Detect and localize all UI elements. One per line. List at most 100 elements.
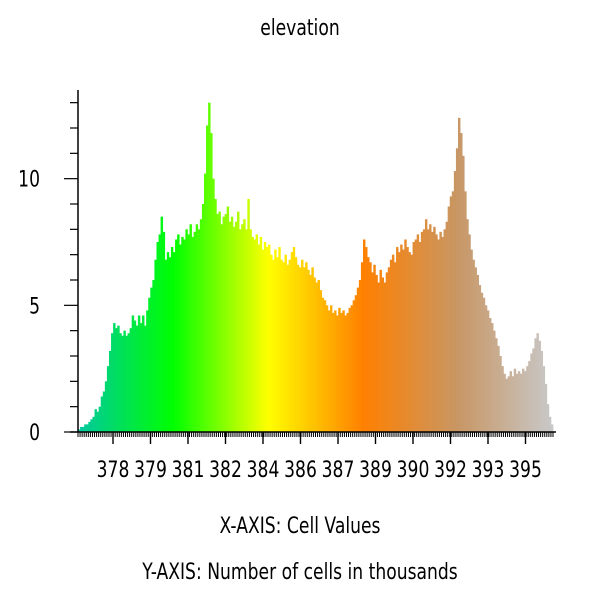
histogram-bar <box>113 323 116 432</box>
histogram-bar <box>222 216 225 432</box>
histogram-bar <box>127 333 130 432</box>
histogram-bar <box>427 229 430 432</box>
x-tick-label: 381 <box>172 457 205 483</box>
histogram-bar <box>137 315 141 432</box>
histogram-bar <box>468 234 471 432</box>
histogram-bar <box>218 211 221 432</box>
histogram-bar <box>181 236 184 432</box>
histogram-bar <box>486 310 490 432</box>
histogram-bar <box>379 269 382 432</box>
histogram-bar <box>203 173 207 432</box>
histogram-bar <box>540 350 544 432</box>
histogram-bar <box>160 216 164 432</box>
histogram-bar <box>90 419 93 432</box>
histogram-bar <box>371 272 374 432</box>
histogram-bar <box>214 198 217 432</box>
histogram-bar <box>255 234 259 432</box>
histogram-bar <box>253 239 256 432</box>
histogram-bar <box>373 264 376 432</box>
histogram-bar <box>313 277 316 432</box>
histogram-bar <box>102 391 106 432</box>
histogram-bar <box>389 259 393 432</box>
histogram-bar <box>288 259 292 432</box>
histogram-bar <box>474 267 477 432</box>
histogram-bar <box>528 361 531 432</box>
histogram-bar <box>197 229 201 432</box>
histogram-bar <box>234 221 238 432</box>
histogram-bar <box>111 333 114 432</box>
histogram-bar <box>466 219 469 432</box>
histogram-bar <box>228 221 232 432</box>
histogram-bar <box>162 231 166 432</box>
histogram-bar <box>495 338 498 432</box>
x-tick-label: 392 <box>434 457 467 483</box>
histogram-bar <box>84 424 87 432</box>
histogram-bar <box>301 259 304 432</box>
histogram-bar <box>418 242 422 432</box>
histogram-bar <box>499 356 502 432</box>
histogram-bar <box>284 254 287 432</box>
histogram-bar <box>164 259 168 432</box>
histogram-bar <box>247 198 250 432</box>
histogram-bar <box>276 257 279 432</box>
histogram-bar <box>92 416 95 432</box>
y-tick-label: 0 <box>29 420 40 446</box>
histogram-bar <box>201 204 205 432</box>
histogram-bar <box>168 257 172 432</box>
histogram-bar <box>424 219 428 432</box>
histogram-bar <box>408 252 411 432</box>
histogram-bar <box>154 259 157 432</box>
histogram-bar <box>464 191 467 432</box>
histogram-bar <box>195 224 199 432</box>
histogram-bar <box>208 102 211 433</box>
histogram-bar <box>150 287 153 432</box>
histogram-bar <box>530 353 533 432</box>
histogram-bar <box>309 274 312 432</box>
y-axis-label: Y-AXIS: Number of cells in thousands <box>142 560 458 585</box>
y-tick-label: 10 <box>18 167 40 193</box>
histogram-bar <box>294 257 298 432</box>
histogram-bar <box>298 267 302 432</box>
histogram-bar <box>526 366 529 432</box>
histogram-bar <box>369 262 372 432</box>
histogram-bar <box>519 373 523 432</box>
histogram-bar <box>367 257 370 432</box>
histogram-bar <box>451 191 455 432</box>
histogram-bar <box>323 300 327 432</box>
histogram-bar <box>515 373 519 432</box>
histogram-bar <box>179 244 182 432</box>
histogram-bar <box>282 262 285 432</box>
y-tick-label: 5 <box>29 293 40 319</box>
histogram-bar <box>453 171 457 432</box>
histogram-bar <box>509 371 513 432</box>
histogram-bar <box>125 335 128 432</box>
histogram-bar <box>268 244 271 432</box>
histogram-bar <box>363 239 366 432</box>
y-ticks-group: 0 5 10 <box>18 102 78 446</box>
histogram-bar <box>439 231 442 432</box>
histogram-bar <box>497 345 500 432</box>
histogram-bar <box>340 312 343 432</box>
histogram-bar <box>546 404 550 432</box>
histogram-bar <box>220 224 223 432</box>
histogram-bar <box>422 229 426 432</box>
chart-title: elevation <box>260 16 340 41</box>
histogram-bar <box>290 252 294 432</box>
histogram-bar <box>396 247 399 432</box>
histogram-bar <box>455 148 459 432</box>
histogram-bar <box>410 254 413 432</box>
histogram-bar <box>175 239 178 432</box>
bars-group <box>78 102 554 433</box>
histogram-bar <box>493 330 496 432</box>
histogram-bar <box>104 381 108 432</box>
histogram-bar <box>239 229 242 432</box>
histogram-bar <box>123 330 126 432</box>
histogram-bar <box>270 254 273 432</box>
histogram-bar <box>78 429 81 432</box>
histogram-bar <box>274 249 277 432</box>
histogram-bar <box>265 247 269 432</box>
histogram-bar <box>131 315 135 432</box>
histogram-bar <box>375 274 378 432</box>
histogram-bar <box>272 259 275 432</box>
histogram-bar <box>257 244 261 432</box>
